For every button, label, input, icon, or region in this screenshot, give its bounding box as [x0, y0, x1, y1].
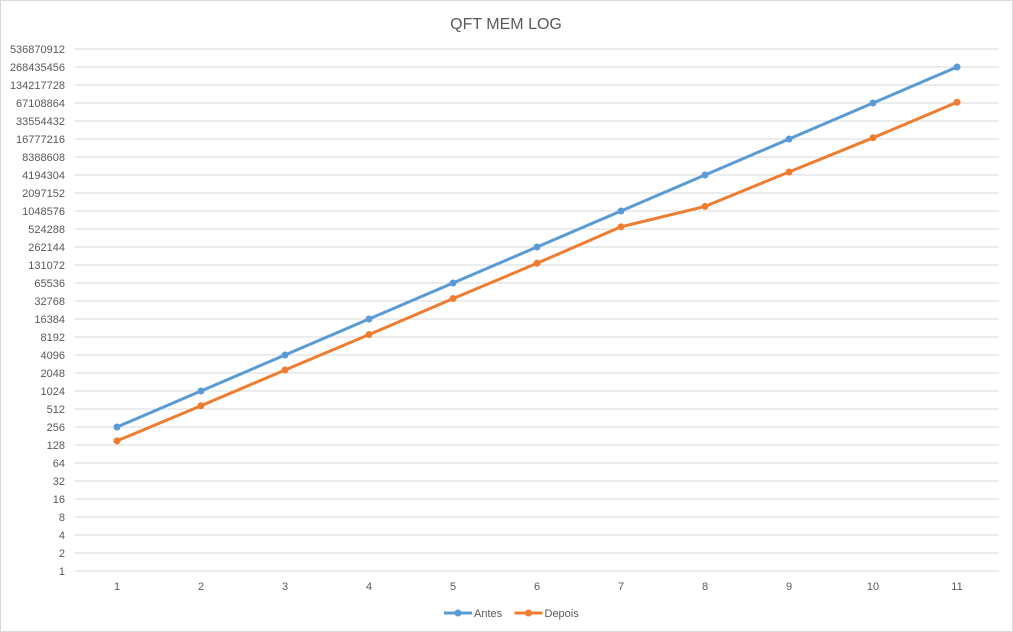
- data-point-antes: [113, 423, 121, 431]
- x-tick-label: 1: [114, 581, 120, 593]
- data-point-depois: [449, 295, 457, 303]
- data-point-depois: [113, 437, 121, 445]
- data-point-depois: [701, 202, 709, 210]
- legend-marker-antes: [454, 609, 462, 617]
- gridlines: [75, 48, 999, 572]
- y-tick-label: 32768: [34, 296, 65, 308]
- y-tick-label: 1048576: [22, 206, 65, 218]
- y-tick-label: 33554432: [16, 116, 65, 128]
- x-tick-label: 10: [867, 581, 879, 593]
- y-tick-label: 16: [53, 494, 65, 506]
- data-point-antes: [617, 207, 625, 215]
- y-tick-label: 4096: [41, 350, 65, 362]
- legend-label-antes: Antes: [474, 608, 503, 620]
- series-lines: [113, 63, 961, 445]
- legend: Antes Depois: [444, 608, 579, 620]
- y-tick-label: 8: [59, 512, 65, 524]
- y-tick-label: 8388608: [22, 152, 65, 164]
- y-tick-label: 4194304: [22, 170, 65, 182]
- y-axis-ticks: 1 2 4 8 16 32 64 128 256 512 1024 2048 4096 8192 16384…: [10, 44, 65, 578]
- data-point-antes: [197, 387, 205, 395]
- data-point-antes: [533, 243, 541, 251]
- y-tick-label: 512: [47, 404, 65, 416]
- x-tick-label: 9: [786, 581, 792, 593]
- series-line-depois: [115, 100, 959, 443]
- y-tick-label: 536870912: [10, 44, 65, 56]
- y-tick-label: 268435456: [10, 62, 65, 74]
- y-tick-label: 128: [47, 440, 65, 452]
- x-tick-label: 8: [702, 581, 708, 593]
- data-point-depois: [281, 366, 289, 374]
- data-point-depois: [365, 331, 373, 339]
- data-point-depois: [197, 402, 205, 410]
- data-point-depois: [869, 134, 877, 142]
- data-point-antes: [449, 279, 457, 287]
- y-tick-label: 32: [53, 476, 65, 488]
- x-tick-label: 6: [534, 581, 540, 593]
- data-point-antes: [365, 315, 373, 323]
- data-point-antes: [869, 99, 877, 107]
- y-tick-label: 4: [59, 530, 65, 542]
- y-tick-label: 2097152: [22, 188, 65, 200]
- y-tick-label: 2: [59, 548, 65, 560]
- y-tick-label: 16384: [34, 314, 65, 326]
- x-axis-ticks: 1 2 3 4 5 6 7 8 9 10 11: [114, 581, 963, 593]
- data-point-depois: [617, 223, 625, 231]
- y-tick-label: 131072: [28, 260, 65, 272]
- y-tick-label: 134217728: [10, 80, 65, 92]
- y-tick-label: 524288: [28, 224, 65, 236]
- y-tick-label: 1: [59, 566, 65, 578]
- data-point-antes: [785, 135, 793, 143]
- legend-marker-depois: [525, 609, 532, 617]
- y-tick-label: 8192: [41, 332, 65, 344]
- y-tick-label: 262144: [28, 242, 65, 254]
- data-point-depois: [785, 168, 793, 176]
- chart-title: QFT MEM LOG: [450, 16, 562, 33]
- data-point-antes: [953, 63, 961, 71]
- y-tick-label: 16777216: [16, 134, 65, 146]
- y-tick-label: 64: [53, 458, 65, 470]
- y-tick-label: 65536: [34, 278, 65, 290]
- y-tick-label: 1024: [41, 386, 65, 398]
- data-point-antes: [281, 351, 289, 359]
- x-tick-label: 4: [366, 581, 372, 593]
- data-point-depois: [533, 259, 541, 267]
- y-tick-label: 2048: [41, 368, 65, 380]
- y-tick-label: 67108864: [16, 98, 65, 110]
- legend-label-depois: Depois: [545, 608, 580, 620]
- x-tick-label: 3: [282, 581, 288, 593]
- x-tick-label: 2: [198, 581, 204, 593]
- x-tick-label: 5: [450, 581, 456, 593]
- y-tick-label: 256: [47, 422, 65, 434]
- data-point-antes: [701, 171, 709, 179]
- x-tick-label: 7: [618, 581, 624, 593]
- data-point-depois: [953, 98, 961, 106]
- x-tick-label: 11: [951, 581, 962, 593]
